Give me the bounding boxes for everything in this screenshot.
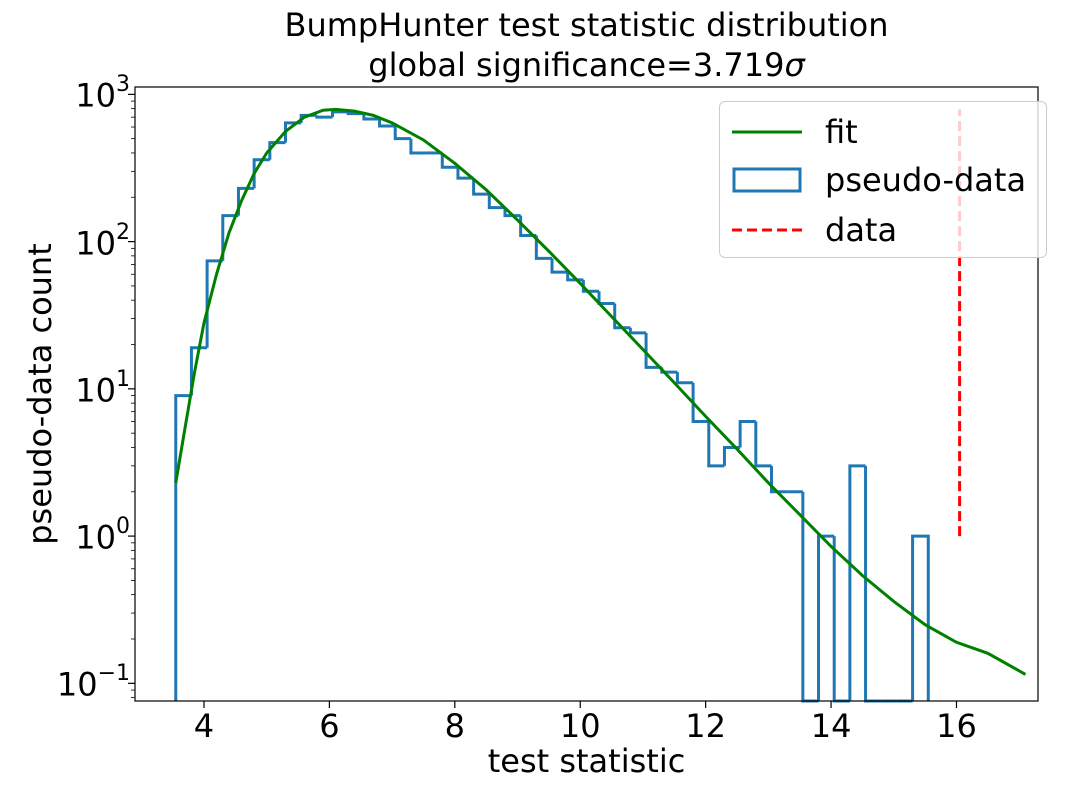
- legend-item-pseudo-data: pseudo-data: [720, 160, 1046, 200]
- x-tick-label: 8: [444, 707, 465, 745]
- histogram-bin: [848, 464, 866, 701]
- y-tick-label: 101: [75, 368, 130, 410]
- histogram-bin: [613, 303, 631, 330]
- y-tick-label: 100: [75, 516, 130, 557]
- histogram-bin: [409, 138, 427, 155]
- legend-data-swatch: [732, 228, 802, 232]
- histogram-bin: [769, 465, 788, 494]
- legend-item-data: data: [720, 210, 1046, 250]
- title-sigma-symbol: σ: [784, 46, 805, 84]
- histogram-bin: [644, 332, 662, 369]
- histogram-bin: [628, 327, 647, 335]
- histogram-bin: [754, 421, 772, 468]
- y-axis-label: pseudo-data count: [21, 243, 59, 545]
- y-tick-base: 10: [75, 77, 116, 116]
- y-tick-exponent: −1: [97, 661, 130, 687]
- histogram-bin: [456, 167, 474, 180]
- histogram-bin: [550, 258, 568, 274]
- y-tick-exponent: 3: [116, 72, 130, 98]
- histogram-bin: [315, 115, 333, 119]
- histogram-bin: [440, 152, 458, 169]
- histogram-bin: [534, 235, 553, 260]
- histogram-bin: [362, 113, 380, 121]
- x-tick-label: 16: [936, 707, 977, 745]
- y-tick-base: 10: [75, 224, 116, 263]
- histogram-bin: [205, 259, 223, 348]
- x-tick-label: 6: [319, 707, 340, 745]
- legend-fit-swatch: [732, 130, 802, 134]
- histogram-bin: [738, 420, 756, 448]
- y-tick-base: 10: [75, 518, 116, 557]
- tick-layer: [128, 93, 958, 708]
- histogram-bin: [675, 372, 694, 385]
- x-axis-label: test statistic: [487, 742, 686, 780]
- histogram-bin: [221, 214, 239, 261]
- y-tick-exponent: 0: [116, 514, 130, 540]
- data-layer: [174, 107, 1027, 703]
- histogram-bin: [174, 394, 192, 701]
- y-tick-base: 10: [75, 371, 116, 410]
- histogram-bin: [268, 141, 286, 160]
- histogram-bin: [252, 158, 270, 189]
- y-tick-exponent: 1: [116, 366, 130, 392]
- histogram-bin: [331, 110, 349, 118]
- x-tick-label: 4: [193, 707, 215, 745]
- legend-data-label: data: [825, 211, 898, 249]
- plot-frame: [134, 86, 1039, 702]
- histogram-bin: [346, 111, 364, 116]
- histogram-bin: [817, 534, 835, 701]
- y-tick-base: 10: [56, 665, 98, 704]
- histogram-bin: [487, 194, 505, 210]
- x-tick-label: 14: [810, 707, 852, 745]
- histogram-bin: [691, 382, 709, 424]
- histogram-bin: [707, 421, 725, 468]
- y-tick-label: 10−1: [56, 663, 130, 704]
- chart-title-line1: BumpHunter test statistic distribution: [284, 6, 889, 44]
- fit-curve: [174, 107, 1027, 676]
- x-tick-label: 10: [559, 707, 601, 745]
- title-significance-text: global significance=3.719: [368, 46, 785, 84]
- histogram-bin: [393, 125, 411, 141]
- histogram-bin: [581, 279, 600, 293]
- histogram-bin: [911, 534, 930, 701]
- legend-pseudo-data-swatch: [732, 167, 802, 193]
- x-tick-label: 12: [685, 707, 726, 745]
- legend-pseudo-data-label: pseudo-data: [825, 161, 1027, 199]
- legend-item-fit: fit: [720, 112, 1046, 152]
- histogram-bin: [503, 207, 521, 218]
- histogram-bin: [472, 178, 490, 196]
- y-tick-label: 102: [75, 221, 130, 263]
- y-tick-exponent: 2: [116, 219, 130, 245]
- legend-fit-label: fit: [825, 113, 858, 151]
- histogram-bin: [189, 346, 208, 396]
- chart-title-line2: global significance=3.719σ: [135, 46, 1038, 84]
- histogram-bin: [378, 119, 396, 128]
- legend: fit pseudo-data data: [719, 101, 1047, 258]
- y-tick-label: 103: [75, 74, 130, 116]
